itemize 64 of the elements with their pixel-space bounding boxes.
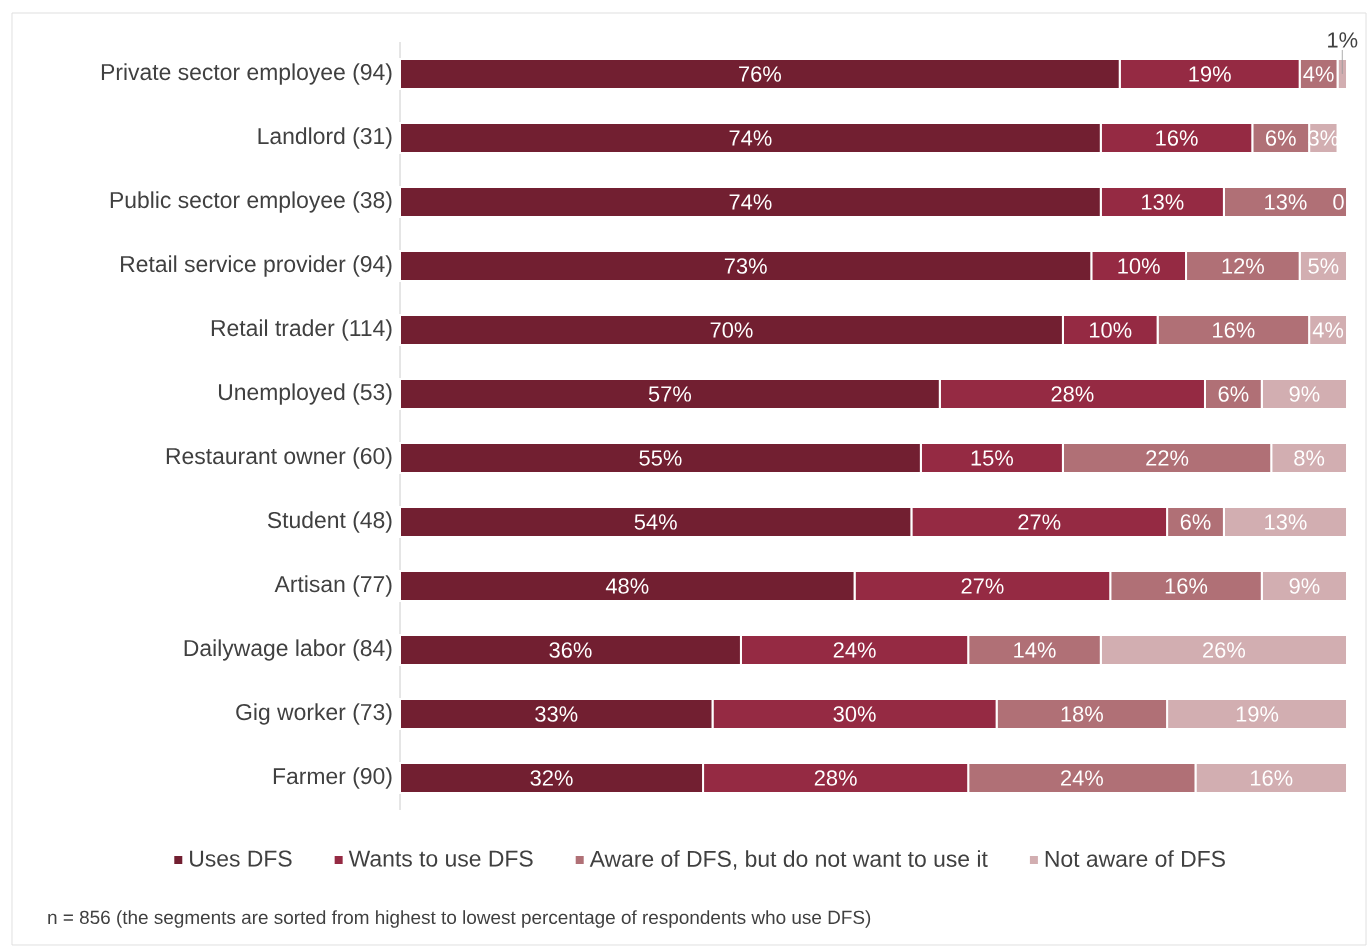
- data-label: 5%: [1308, 258, 1339, 274]
- data-label: 26%: [1203, 642, 1246, 658]
- data-label: 19%: [1189, 66, 1231, 82]
- data-label: 9%: [1289, 386, 1320, 402]
- y-tick-label: Retail trader (114): [211, 319, 392, 341]
- data-label: 14%: [1014, 642, 1056, 658]
- data-label: 16%: [1165, 578, 1208, 594]
- data-label: 13%: [1265, 514, 1307, 530]
- data-label: 15%: [971, 450, 1014, 466]
- data-label: 10%: [1089, 322, 1132, 338]
- data-label: 24%: [833, 642, 876, 658]
- legend-label: Not aware of DFS: [1045, 850, 1225, 867]
- data-label: 70%: [710, 322, 753, 338]
- data-label: 13%: [1142, 194, 1184, 210]
- data-label: 48%: [605, 578, 649, 594]
- data-label: 27%: [1018, 514, 1061, 530]
- data-label: 8%: [1294, 450, 1325, 466]
- data-label: 9%: [1289, 578, 1320, 594]
- data-label: 55%: [639, 450, 682, 466]
- data-label: 28%: [1051, 386, 1094, 402]
- data-label: 73%: [724, 258, 767, 274]
- data-label: 18%: [1061, 706, 1103, 722]
- data-label: 33%: [535, 706, 578, 722]
- legend-label: Uses DFS: [190, 850, 292, 867]
- data-label: 16%: [1213, 322, 1255, 338]
- y-tick-label: Artisan (77): [274, 575, 392, 597]
- data-label: 54%: [634, 514, 677, 530]
- data-label: 76%: [739, 66, 781, 82]
- data-label: 24%: [1061, 770, 1103, 786]
- data-label: 16%: [1250, 770, 1293, 786]
- data-label: 28%: [814, 770, 857, 786]
- y-tick-label: Public sector employee (38): [110, 191, 392, 213]
- data-label: 27%: [961, 578, 1004, 594]
- y-tick-label: Retail service provider (94): [121, 255, 392, 277]
- y-tick-label: Private sector employee (94): [101, 63, 392, 85]
- data-label: 36%: [549, 642, 592, 658]
- data-label: 12%: [1222, 258, 1264, 274]
- y-tick-label: Farmer (90): [273, 767, 392, 789]
- data-label: 74%: [729, 194, 772, 210]
- data-label: 0: [1333, 194, 1344, 210]
- data-label: 30%: [833, 706, 876, 722]
- data-label: 19%: [1236, 706, 1279, 722]
- y-tick-label: Dailywage labor (84): [184, 639, 392, 661]
- data-label: 32%: [530, 770, 573, 786]
- data-label: 4%: [1312, 322, 1344, 338]
- data-label: 6%: [1180, 514, 1211, 530]
- y-tick-label: Restaurant owner (60): [166, 447, 392, 469]
- data-label: 1%: [1328, 32, 1358, 48]
- text: n = 856 (the segments are sorted from highest to lowest percentage of respondents who use DFS): [48, 910, 871, 928]
- data-label: 57%: [648, 386, 692, 402]
- data-label: 4%: [1303, 66, 1334, 82]
- y-tick-label: Unemployed (53): [218, 383, 392, 405]
- legend-label: Aware of DFS, but do not want to use it: [589, 850, 988, 870]
- legend-label: Wants to use DFS: [348, 850, 533, 867]
- data-label: 22%: [1146, 450, 1189, 466]
- y-tick-label: Student (48): [267, 511, 392, 533]
- data-label: 16%: [1156, 130, 1198, 146]
- y-tick-label: Gig worker (73): [236, 703, 392, 725]
- y-tick-label: Landlord (31): [258, 127, 392, 149]
- data-label: 10%: [1118, 258, 1160, 274]
- data-label: 6%: [1266, 130, 1296, 146]
- data-label: 13%: [1265, 194, 1307, 210]
- data-label: 74%: [729, 130, 772, 146]
- data-label: 6%: [1218, 386, 1249, 402]
